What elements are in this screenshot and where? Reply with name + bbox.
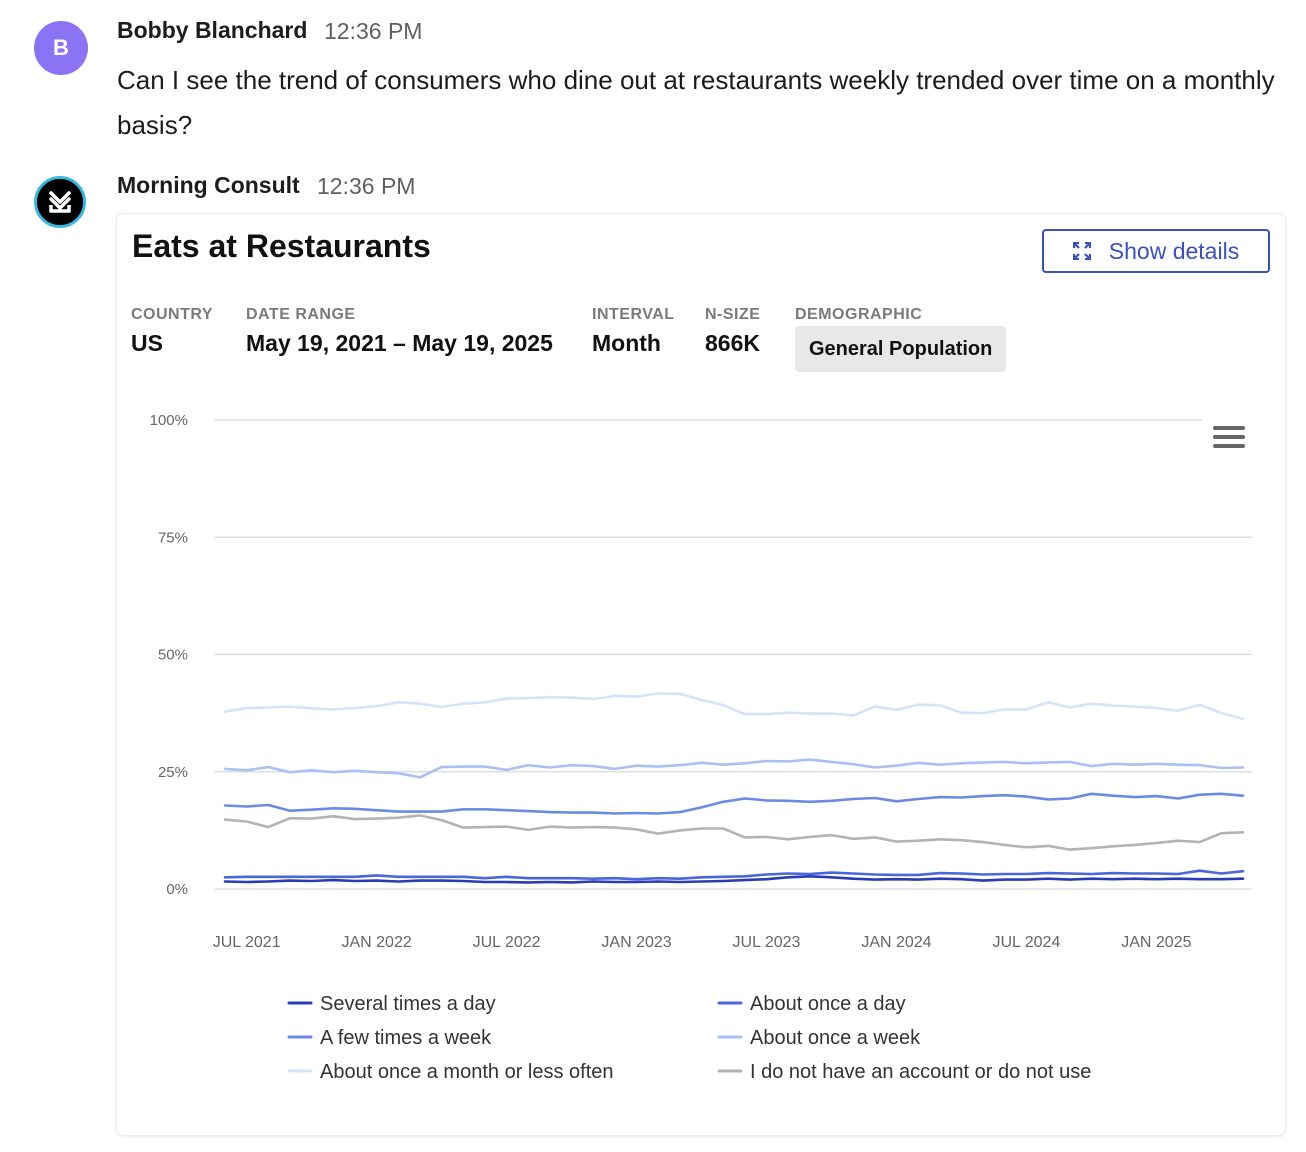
x-tick-label: JAN 2025 <box>1121 934 1191 951</box>
interval-value: Month <box>592 330 661 356</box>
demographic-label: DEMOGRAPHIC <box>795 306 923 323</box>
x-tick-label: JAN 2022 <box>341 934 411 951</box>
show-details-label: Show details <box>1108 237 1240 264</box>
message-timestamp[interactable]: 12:36 PM <box>324 18 423 44</box>
legend-label: I do not have an account or do not use <box>750 1061 1091 1083</box>
sender-name[interactable]: Bobby Blanchard <box>117 17 308 43</box>
morning-consult-logo-icon <box>49 191 71 213</box>
series-line[interactable] <box>223 792 1245 815</box>
legend-item[interactable]: About once a day <box>717 993 906 1015</box>
nsize-label: N-SIZE <box>705 306 761 323</box>
y-tick-label: 75% <box>158 529 188 546</box>
x-tick-label: JUL 2023 <box>733 934 801 951</box>
expand-icon <box>1072 242 1091 260</box>
legend-label: A few times a week <box>320 1027 492 1049</box>
series-line[interactable] <box>223 869 1245 881</box>
x-tick-label: JUL 2021 <box>213 934 281 951</box>
user-avatar[interactable]: B <box>34 21 88 75</box>
legend-item[interactable]: About once a month or less often <box>287 1061 614 1083</box>
sender-name[interactable]: Morning Consult <box>117 172 300 198</box>
country-value: US <box>131 330 163 356</box>
date-range-label: DATE RANGE <box>246 306 356 323</box>
legend-label: Several times a day <box>320 993 496 1015</box>
series-line[interactable] <box>223 758 1245 779</box>
chart-card: Eats at Restaurants Show details COUNTRY… <box>117 214 1285 1135</box>
legend-item[interactable]: About once a week <box>717 1027 921 1049</box>
interval-label: INTERVAL <box>592 306 675 323</box>
series-line[interactable] <box>223 814 1245 851</box>
series-line[interactable] <box>223 874 1245 884</box>
y-tick-label: 100% <box>150 412 188 429</box>
x-tick-label: JAN 2024 <box>861 934 931 951</box>
x-tick-label: JUL 2024 <box>992 934 1060 951</box>
line-chart: 0% 25% 50% 75% 100% JUL 2021 JAN 2022 JUL 2022 J… <box>150 412 1252 1083</box>
y-tick-label: 50% <box>158 647 188 664</box>
x-tick-label: JUL 2022 <box>473 934 541 951</box>
nsize-value: 866K <box>705 330 760 356</box>
message-timestamp[interactable]: 12:36 PM <box>317 173 416 199</box>
country-label: COUNTRY <box>131 306 214 323</box>
y-tick-label: 25% <box>158 764 188 781</box>
card-title: Eats at Restaurants <box>132 228 431 264</box>
message-text: Can I see the trend of consumers who din… <box>117 65 1275 140</box>
y-tick-label: 0% <box>166 881 188 898</box>
demographic-chip[interactable]: General Population <box>795 326 1007 372</box>
legend-label: About once a day <box>750 993 906 1015</box>
date-range-value: May 19, 2021 – May 19, 2025 <box>246 330 553 356</box>
avatar-letter: B <box>53 35 69 60</box>
legend-label: About once a week <box>750 1027 921 1049</box>
legend-item[interactable]: I do not have an account or do not use <box>717 1061 1091 1083</box>
hamburger-menu-icon[interactable] <box>1209 424 1249 454</box>
legend-item[interactable]: A few times a week <box>287 1027 492 1049</box>
legend-item[interactable]: Several times a day <box>287 993 496 1015</box>
legend-label: About once a month or less often <box>320 1061 614 1083</box>
series-line[interactable] <box>223 692 1245 721</box>
x-tick-label: JAN 2023 <box>601 934 671 951</box>
bot-avatar[interactable] <box>34 176 86 228</box>
show-details-button[interactable]: Show details <box>1042 229 1270 273</box>
